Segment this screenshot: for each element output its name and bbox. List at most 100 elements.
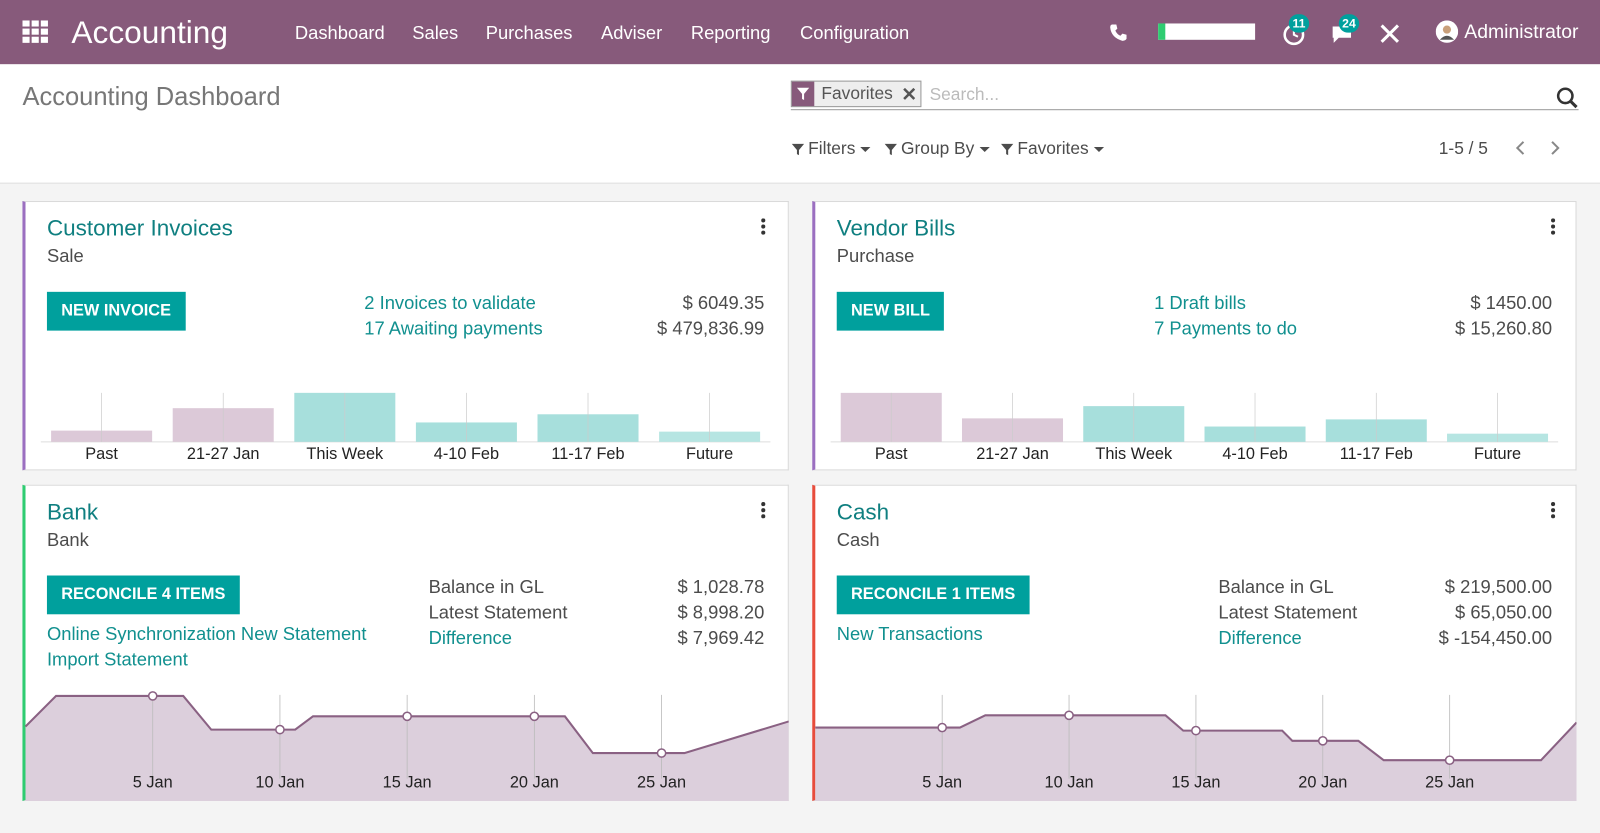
navbar: Accounting Administrator Dashboard Sales P… [0,0,1600,65]
stat-label[interactable]: 2 Invoices to validate [364,292,536,314]
menu-item[interactable]: Purchases [485,22,573,43]
bar [1083,406,1185,442]
stat-label[interactable]: 7 Payments to do [1154,318,1298,339]
kebab-menu[interactable] [760,218,766,235]
menu-item[interactable]: Sales [412,22,459,43]
line [815,714,1577,762]
stat-amount: $ 219,500.00 [1444,576,1553,597]
bar [659,431,761,442]
x-tick-label: 20 Jan [510,774,559,792]
breadcrumb: Accounting Dashboard [22,82,281,112]
journal-title[interactable]: Customer Invoices [46,215,233,241]
line [24,694,789,755]
search-icon[interactable] [1556,87,1578,109]
menu-item[interactable]: Dashboard [294,22,385,43]
stat-label: Balance in GL [428,576,544,597]
menu-item[interactable]: Adviser [601,22,663,43]
bar [961,418,1064,442]
kebab-menu[interactable] [1550,218,1556,235]
x-tick-label: 25 Jan [637,774,686,792]
debug-icon[interactable] [1380,23,1400,43]
apps-icon[interactable] [22,20,49,44]
bar [172,408,274,442]
journal-title[interactable]: Bank [46,498,99,525]
stat-label[interactable]: 17 Awaiting payments [364,318,543,339]
point-marker [937,722,948,733]
badge: 24 [1338,14,1360,33]
badge: 11 [1288,14,1310,33]
point-marker [529,711,540,722]
phone-icon[interactable] [1109,23,1127,41]
kebab-menu[interactable] [1550,502,1556,519]
app-name[interactable]: Accounting [71,14,228,51]
kebab-menu[interactable] [760,502,766,519]
stat-label: Latest Statement [1218,602,1358,623]
x-tick-label: 4-10 Feb [434,445,499,463]
journal-title[interactable]: Vendor Bills [836,215,956,241]
point-marker [1064,710,1074,721]
journal-card: Cash Cash RECONCILE 1 ITEMS Balance in GL $ … [812,484,1577,802]
journal-type: Purchase [836,245,915,267]
stat-amount: $ 15,260.80 [1455,318,1553,339]
x-tick-label: 10 Jan [255,774,304,792]
stat-amount: $ 7,969.42 [677,627,765,648]
stat-amount: $ 1450.00 [1470,292,1553,314]
x-tick-label: 4-10 Feb [1222,445,1287,463]
x-tick-label: Future [1474,445,1521,463]
button-label: Filters [808,138,856,159]
point-marker [1317,735,1328,746]
stat-label: Latest Statement [428,602,568,623]
stat-label: Balance in GL [1218,576,1334,597]
journal-card: Vendor Bills Purchase NEW BILL 1 Draft bill… [812,201,1577,471]
progress-bar [1158,23,1256,40]
stat-amount: $ -154,450.00 [1438,627,1553,648]
bar [1447,433,1549,442]
pager: 1-5 / 5 [1438,138,1488,159]
primary-button[interactable]: NEW INVOICE [46,291,186,331]
stat-label[interactable]: 1 Draft bills [1154,292,1246,314]
avatar[interactable] [1435,20,1459,43]
point-marker [656,748,667,758]
action-link[interactable]: Online Synchronization New Statement [46,623,367,644]
dropdown-button[interactable]: Favorites [1000,139,1107,159]
primary-button[interactable]: RECONCILE 4 ITEMS [46,575,240,615]
bar [294,392,396,442]
stat-amount: $ 6049.35 [682,292,765,314]
journal-title[interactable]: Cash [836,498,890,525]
dropdown-button[interactable]: Group By [884,139,993,159]
user-name[interactable]: Administrator [1464,21,1579,43]
x-tick-label: 25 Jan [1425,774,1474,792]
bar [537,414,639,442]
stat-label[interactable]: Difference [1218,627,1302,648]
x-tick-label: Past [875,445,908,463]
x-tick-label: 15 Jan [383,774,432,792]
journal-type: Sale [46,245,84,267]
point-marker [1444,755,1455,766]
pager-arrows[interactable] [1513,140,1564,156]
dropdown-button[interactable]: Filters [791,139,874,159]
action-link[interactable]: New Transactions [836,623,983,644]
primary-button[interactable]: RECONCILE 1 ITEMS [836,575,1030,615]
menu-item[interactable]: Configuration [800,22,910,43]
button-label: Favorites [1017,138,1089,159]
stat-label[interactable]: Difference [428,627,512,648]
x-tick-label: This Week [1095,445,1173,463]
x-tick-label: 21-27 Jan [976,445,1049,463]
search-input[interactable]: Search... [929,84,1000,105]
action-link[interactable]: Import Statement [46,648,188,670]
control-panel: Accounting Dashboard Favorites Search...… [0,64,1600,184]
search-facet[interactable]: Favorites [790,80,922,108]
x-tick-label: This Week [306,445,384,463]
journal-card: Customer Invoices Sale NEW INVOICE 2 Invoic… [22,201,789,471]
bar [415,422,517,442]
x-tick-label: 11-17 Feb [1340,445,1413,463]
menu-item[interactable]: Reporting [690,22,771,43]
search-underline [790,109,1579,111]
stat-amount: $ 8,998.20 [677,602,765,623]
facet-label: Favorites [821,83,893,104]
x-tick-label: 5 Jan [922,774,962,792]
journal-card: Bank Bank RECONCILE 4 ITEMS Balance in GL $ … [22,484,789,802]
point-marker [275,724,285,735]
primary-button[interactable]: NEW BILL [836,291,945,331]
